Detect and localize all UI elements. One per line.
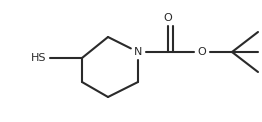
Text: N: N xyxy=(134,47,142,57)
Text: O: O xyxy=(198,47,206,57)
Text: O: O xyxy=(164,13,172,23)
Text: HS: HS xyxy=(30,53,46,63)
